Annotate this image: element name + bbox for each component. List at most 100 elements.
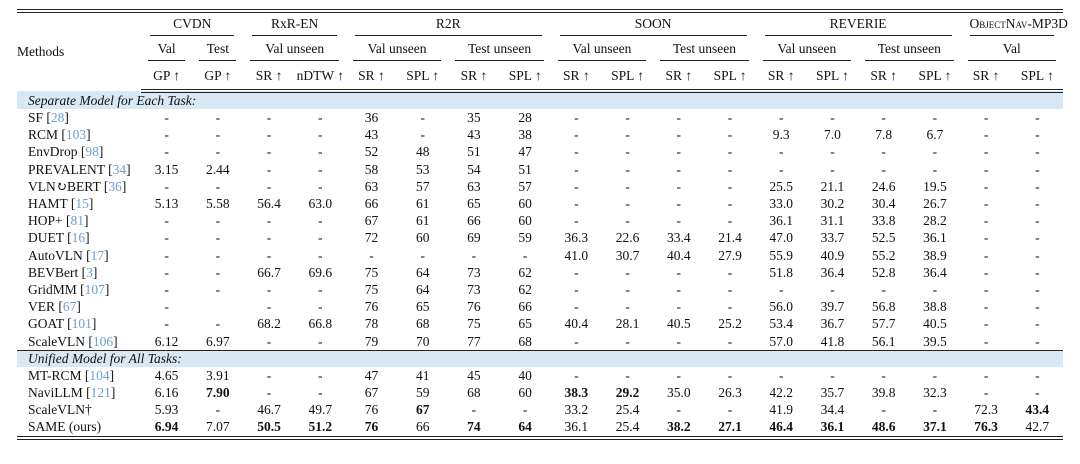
metric-value-cell: 55.9 xyxy=(769,247,794,263)
method-cell: SF [28] xyxy=(28,110,69,125)
metric-value-cell: - xyxy=(676,213,682,229)
citation-link[interactable]: 28 xyxy=(50,110,65,125)
metric-value-cell: 66.8 xyxy=(308,316,333,332)
metric-value-cell: - xyxy=(983,161,989,177)
metric-value-cell: - xyxy=(574,282,579,298)
metric-value-cell: - xyxy=(574,264,579,280)
metric-value-cell: - xyxy=(1035,110,1040,125)
metric-value-cell: 60 xyxy=(518,385,532,401)
method-cell: HAMT [15] xyxy=(28,196,94,212)
metric-value-cell: 4.65 xyxy=(154,367,179,383)
citation-link[interactable]: 3 xyxy=(86,264,93,280)
metric-value-cell: - xyxy=(625,367,630,383)
col-group-rxr-en: RxR-EN xyxy=(243,11,345,38)
metric-value-cell: 38.9 xyxy=(923,247,947,263)
citation-link[interactable]: 101 xyxy=(71,316,92,332)
metric-value-cell: 35 xyxy=(467,110,481,125)
metric-value-cell: 36.1 xyxy=(564,419,589,435)
metric-value-cell: 57 xyxy=(415,178,430,194)
metric-value-cell: 60 xyxy=(415,230,430,246)
metric-value-cell: 38 xyxy=(518,127,532,143)
citation-link[interactable]: 121 xyxy=(90,385,111,401)
metric-value-cell: 30.7 xyxy=(615,247,640,263)
metric-value-cell: - xyxy=(318,333,323,349)
metric-value-cell: - xyxy=(574,110,579,125)
metric-value-cell: 65 xyxy=(467,196,481,212)
metric-value-cell: - xyxy=(881,161,886,177)
metric-value-cell: - xyxy=(778,110,784,125)
metric-value-cell: - xyxy=(625,178,630,194)
metric-value-cell: - xyxy=(830,110,835,125)
metric-value-cell: 38.3 xyxy=(564,385,589,401)
metric-value-cell: 74 xyxy=(467,419,481,435)
metric-value-cell: 28.1 xyxy=(615,316,640,332)
method-cell: GOAT [101] xyxy=(28,316,97,332)
metric-value-cell: - xyxy=(881,110,886,125)
method-name: AutoVLN xyxy=(28,247,83,263)
metric-value-cell: - xyxy=(266,247,272,263)
metric-value-cell: 29.2 xyxy=(615,385,640,401)
citation-link[interactable]: 107 xyxy=(84,282,105,298)
method-cell: VLN↻BERT [36] xyxy=(28,178,127,194)
metric-value-cell: - xyxy=(266,161,272,177)
metric-value-cell: - xyxy=(676,402,682,418)
metric-value-cell: - xyxy=(830,282,835,298)
metric-value-cell: - xyxy=(676,264,682,280)
metric-value-cell: - xyxy=(471,247,477,263)
col-group-label: REVERIE xyxy=(829,15,887,31)
citation-link[interactable]: 67 xyxy=(62,299,77,315)
metric-value-cell: 6.12 xyxy=(154,333,179,349)
metric-value-cell: - xyxy=(625,110,630,125)
metric-value-cell: 75 xyxy=(467,316,481,332)
metric-value-cell: 36.4 xyxy=(820,264,845,280)
metric-value-cell: - xyxy=(420,127,425,143)
table-row-hamt: HAMT [15] 5.13 5.58 56.4 63.0 66 61 65 60 - - - - 33.… xyxy=(17,195,1063,212)
metric-value-cell: - xyxy=(574,161,579,177)
metric-value-cell: - xyxy=(676,367,682,383)
metric-value-cell: - xyxy=(420,110,425,125)
method-cell: GridMM [107] xyxy=(28,282,110,298)
metric-value-cell: - xyxy=(318,367,323,383)
metric-value-cell: - xyxy=(830,144,835,160)
metric-value-cell: 27.1 xyxy=(718,419,742,435)
metric-value-cell: 52.8 xyxy=(871,264,896,280)
table-row-bevbert: BEVBert [3] - - 66.7 69.6 75 64 73 62 - - - - 51.8 36.… xyxy=(17,264,1063,281)
citation-link[interactable]: 15 xyxy=(75,196,89,212)
method-cell: SAME (ours) xyxy=(17,418,141,437)
metric-value-cell: 6.97 xyxy=(206,333,230,349)
metric-value-cell: 5.13 xyxy=(154,196,179,212)
citation-link[interactable]: 104 xyxy=(89,367,110,383)
metric-value-cell: - xyxy=(1035,178,1040,194)
metric-value-cell: - xyxy=(215,282,221,298)
metric-value-cell: 76 xyxy=(467,299,481,315)
citation-link[interactable]: 106 xyxy=(92,333,114,349)
citation-link[interactable]: 98 xyxy=(85,144,99,160)
metric-value-cell: - xyxy=(830,367,835,383)
metric-value-cell: 68 xyxy=(415,316,430,332)
metric-value-cell: 40.4 xyxy=(666,247,691,263)
citation-link[interactable]: 103 xyxy=(65,127,87,143)
citation-link[interactable]: 81 xyxy=(70,213,85,229)
metric-value-cell: - xyxy=(983,110,989,125)
citation-link[interactable]: 16 xyxy=(71,230,86,246)
metric-value-cell: - xyxy=(574,196,579,212)
citation-link[interactable]: 36 xyxy=(108,178,122,194)
citation-link[interactable]: 34 xyxy=(112,161,127,177)
metric-value-cell: 68 xyxy=(467,385,481,401)
metric-value-cell: - xyxy=(318,385,323,401)
method-cell: MT-RCM [104] xyxy=(28,367,115,383)
metric-value-cell: - xyxy=(164,299,169,315)
metric-value-cell: - xyxy=(266,333,272,349)
metric-value-cell: - xyxy=(983,213,989,229)
metric-value-cell: - xyxy=(266,178,272,194)
metric-value-cell: - xyxy=(215,264,221,280)
metric-value-cell: - xyxy=(983,367,989,383)
metric-value-cell: 51.2 xyxy=(308,419,333,435)
citation-link[interactable]: 17 xyxy=(90,247,105,263)
method-cell: ScaleVLN† xyxy=(17,401,141,418)
metric-value-cell: - xyxy=(266,282,272,298)
method-cell: RCM [103] xyxy=(28,127,91,143)
split-header-rxr-en-val-unseen: Val unseen xyxy=(243,38,345,63)
metric-value-cell: - xyxy=(727,110,733,125)
metric-value-cell: - xyxy=(318,299,323,315)
